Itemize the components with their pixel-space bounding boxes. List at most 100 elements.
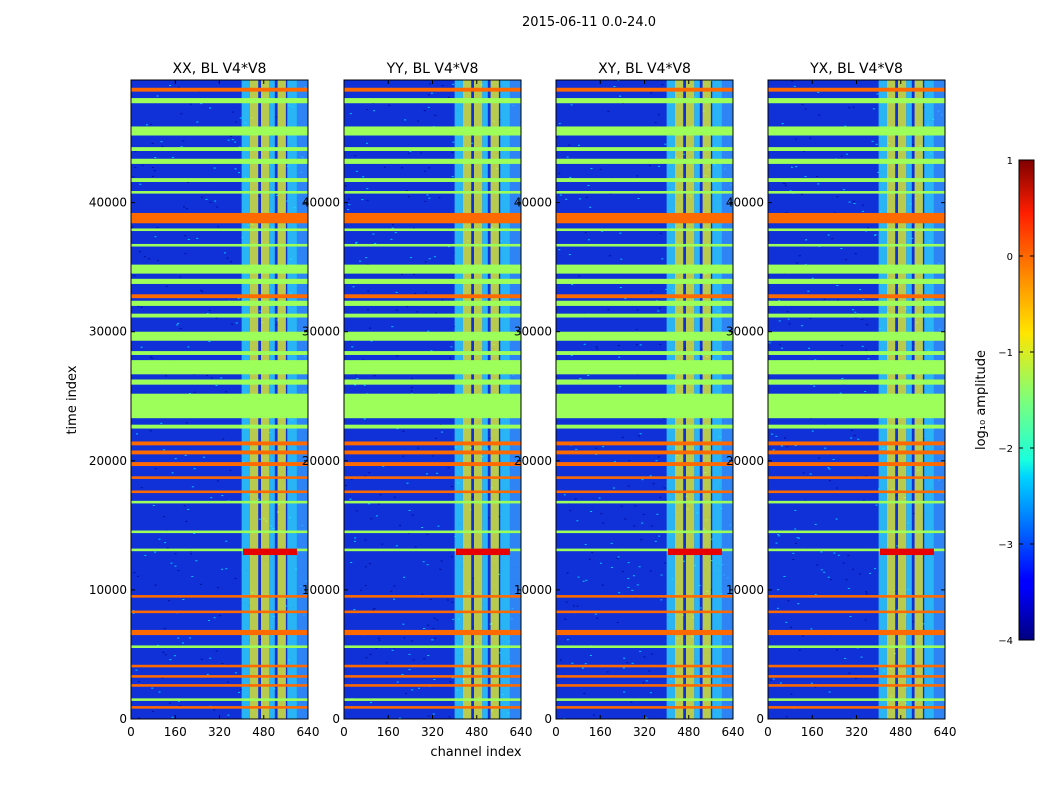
- time-band: [556, 379, 733, 385]
- noise-pixel: [407, 196, 410, 198]
- noise-pixel: [392, 598, 395, 600]
- noise-pixel: [436, 619, 439, 621]
- time-band: [131, 595, 308, 598]
- noise-pixel: [449, 357, 452, 359]
- noise-pixel: [867, 227, 870, 229]
- noise-pixel: [426, 564, 429, 566]
- noise-pixel: [373, 607, 376, 609]
- y-tick-label: 20000: [726, 454, 764, 468]
- noise-pixel: [221, 663, 224, 665]
- time-band: [768, 675, 945, 678]
- noise-pixel: [852, 106, 855, 108]
- time-band: [556, 294, 733, 299]
- noise-pixel: [794, 542, 797, 544]
- noise-pixel: [828, 480, 831, 482]
- noise-pixel: [349, 113, 352, 115]
- noise-pixel: [633, 525, 636, 527]
- time-band: [768, 191, 945, 194]
- time-band: [556, 228, 733, 232]
- noise-pixel: [595, 447, 598, 449]
- time-band: [556, 595, 733, 598]
- noise-pixel: [185, 520, 188, 522]
- noise-pixel: [809, 473, 812, 475]
- noise-pixel: [628, 460, 631, 462]
- time-band: [556, 147, 733, 151]
- y-tick-label: 30000: [302, 325, 340, 339]
- noise-pixel: [587, 184, 590, 186]
- noise-pixel: [599, 562, 602, 564]
- noise-pixel: [778, 535, 781, 537]
- noise-pixel: [137, 305, 140, 307]
- noise-pixel: [559, 194, 562, 196]
- noise-pixel: [372, 233, 375, 235]
- noise-pixel: [650, 92, 653, 94]
- noise-pixel: [618, 592, 621, 594]
- noise-pixel: [234, 141, 237, 143]
- noise-pixel: [417, 687, 420, 689]
- noise-pixel: [258, 310, 261, 312]
- noise-pixel: [622, 102, 625, 104]
- y-tick-label: 40000: [89, 196, 127, 210]
- noise-pixel: [206, 313, 209, 315]
- y-tick-label: 40000: [302, 196, 340, 210]
- noise-pixel: [768, 342, 771, 344]
- noise-pixel: [841, 378, 844, 380]
- noise-pixel: [177, 700, 180, 702]
- noise-pixel: [619, 232, 622, 234]
- noise-pixel: [199, 583, 202, 585]
- panel-3: XY, BL V4*V8 0 160 320 480 640 0 10000 20000 3000…: [514, 61, 745, 739]
- noise-pixel: [156, 95, 159, 97]
- noise-pixel: [440, 560, 443, 562]
- time-band: [768, 393, 945, 419]
- noise-pixel: [377, 637, 380, 639]
- time-band: [768, 462, 945, 466]
- noise-pixel: [896, 545, 899, 547]
- time-band: [768, 158, 945, 164]
- noise-pixel: [276, 194, 279, 196]
- y-tick-label: 30000: [514, 325, 552, 339]
- panel-title: YX, BL V4*V8: [809, 61, 903, 77]
- noise-pixel: [835, 649, 838, 651]
- noise-pixel: [621, 571, 624, 573]
- noise-pixel: [217, 226, 220, 228]
- noise-pixel: [424, 170, 427, 172]
- noise-pixel: [640, 539, 643, 541]
- y-tick-label: 10000: [89, 583, 127, 597]
- time-band: [131, 476, 308, 479]
- noise-pixel: [208, 310, 211, 312]
- noise-pixel: [639, 344, 642, 346]
- noise-pixel: [853, 203, 856, 205]
- noise-pixel: [145, 124, 148, 126]
- noise-pixel: [428, 258, 431, 260]
- noise-pixel: [811, 277, 814, 279]
- noise-pixel: [837, 554, 840, 556]
- noise-pixel: [637, 198, 640, 200]
- noise-pixel: [620, 505, 623, 507]
- noise-pixel: [556, 190, 559, 192]
- noise-pixel: [613, 461, 616, 463]
- noise-pixel: [585, 196, 588, 198]
- noise-pixel: [229, 469, 232, 471]
- noise-pixel: [136, 575, 139, 577]
- time-band: [556, 126, 733, 136]
- x-tick-label: 640: [934, 725, 957, 739]
- noise-pixel: [179, 276, 182, 278]
- noise-pixel: [217, 81, 220, 83]
- time-band: [556, 664, 733, 668]
- x-tick-label: 320: [633, 725, 656, 739]
- noise-pixel: [135, 669, 138, 671]
- noise-pixel: [809, 317, 812, 319]
- noise-pixel: [356, 378, 359, 380]
- noise-pixel: [229, 261, 232, 263]
- noise-pixel: [227, 681, 230, 683]
- noise-pixel: [137, 681, 140, 683]
- noise-pixel: [258, 518, 261, 520]
- noise-pixel: [451, 176, 454, 178]
- y-axis-label: time index: [65, 365, 80, 434]
- noise-pixel: [140, 346, 143, 348]
- noise-pixel: [225, 568, 228, 570]
- noise-pixel: [165, 375, 168, 377]
- time-band: [131, 490, 308, 494]
- noise-pixel: [795, 166, 798, 168]
- noise-pixel: [558, 123, 561, 125]
